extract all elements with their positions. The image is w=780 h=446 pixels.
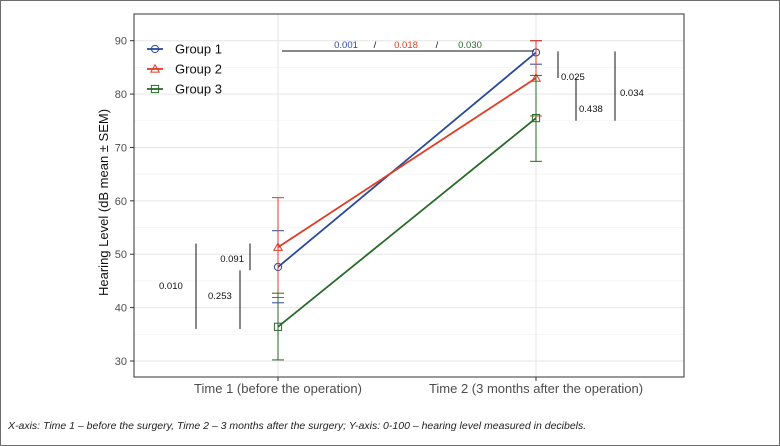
data-point-circle	[150, 44, 160, 54]
grid	[134, 14, 684, 377]
top-pvalue: 0.018	[394, 40, 418, 51]
x-tick-label: Time 2 (3 months after the operation)	[429, 381, 643, 396]
y-tick-label: 50	[115, 249, 127, 261]
data-point-triangle	[149, 63, 161, 73]
time1-pvalue: 0.253	[208, 291, 232, 302]
top-pvalue: 0.030	[458, 40, 482, 51]
legend-item: Group 1	[147, 42, 222, 57]
series-line	[277, 51, 537, 268]
data-point-triangle	[272, 242, 284, 251]
y-tick-label: 70	[115, 142, 127, 154]
series-group-2	[272, 40, 542, 298]
top-pvalue: 0.001	[334, 40, 358, 51]
annotations: 0.001 / 0.018 / 0.030 0.091 0.010 0.253 0.025 0.4…	[159, 40, 644, 329]
plot-panel-border	[133, 13, 685, 378]
y-tick-label: 30	[115, 356, 127, 368]
series-group-3	[272, 74, 542, 361]
data-marks	[272, 40, 542, 361]
axes: 30 40 50 60 70 80 90 Time 1 (before the operati…	[115, 13, 685, 396]
data-point-square	[150, 84, 160, 94]
legend: Group 1 Group 2 Group 3	[147, 42, 222, 97]
data-point-square	[531, 113, 541, 123]
legend-item: Group 2	[147, 62, 222, 77]
y-axis-title: Hearing Level (dB mean ± SEM)	[96, 108, 111, 296]
legend-label: Group 2	[175, 62, 222, 77]
y-tick-label: 90	[115, 36, 127, 48]
x-tick-label: Time 1 (before the operation)	[194, 381, 362, 396]
figure-caption: X-axis: Time 1 – before the surgery, Tim…	[8, 420, 587, 432]
y-tick-label: 40	[115, 303, 127, 315]
time1-pvalue: 0.010	[159, 281, 183, 292]
data-point-square	[273, 322, 283, 331]
time1-pvalue: 0.091	[220, 254, 244, 265]
legend-item: Group 3	[147, 82, 222, 97]
time2-pvalue: 0.438	[579, 104, 603, 115]
legend-label: Group 1	[175, 42, 222, 57]
top-pvalue: /	[374, 40, 377, 51]
time2-pvalue: 0.025	[561, 72, 585, 83]
series-line	[277, 77, 537, 249]
legend-label: Group 3	[175, 82, 222, 97]
time2-pvalue: 0.034	[620, 88, 644, 99]
series-line	[277, 117, 537, 328]
series-group-1	[272, 40, 542, 304]
y-tick-label: 80	[115, 89, 127, 101]
top-pvalue: /	[436, 40, 439, 51]
y-tick-label: 60	[115, 196, 127, 208]
